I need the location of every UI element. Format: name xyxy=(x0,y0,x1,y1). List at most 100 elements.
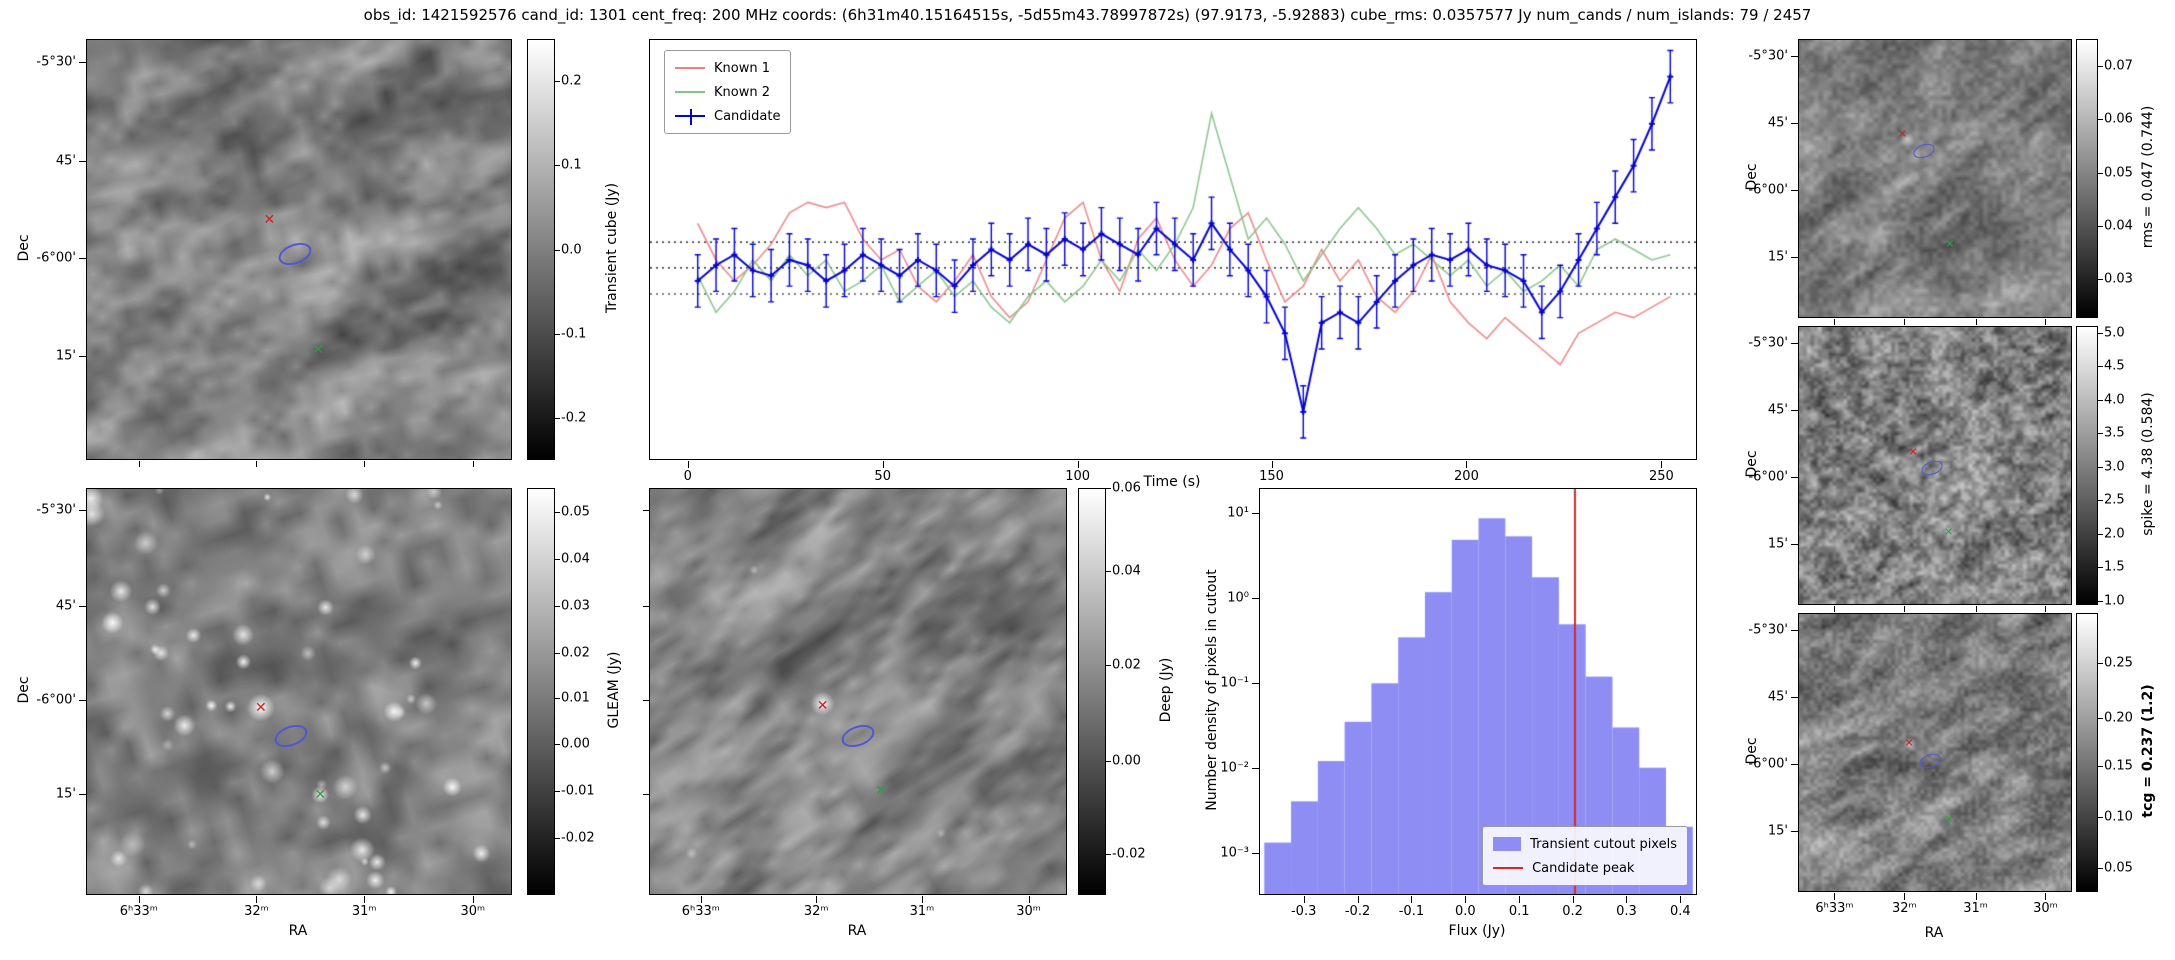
tcg-panel: ✕ ✕ xyxy=(1798,613,2072,892)
tick-mark xyxy=(2098,118,2103,120)
tick-mark xyxy=(364,461,366,467)
gleam-panel: ✕ ✕ xyxy=(86,488,512,895)
tick-label: 30ᵐ xyxy=(2033,901,2058,916)
tick-mark xyxy=(2098,600,2103,602)
known-source-x-marker: ✕ xyxy=(1943,525,1954,539)
tick-label: 45' xyxy=(1767,115,1788,131)
known1-line-sample xyxy=(675,67,705,69)
tick-mark xyxy=(1661,461,1663,468)
tick-mark xyxy=(1791,696,1798,698)
tick-label: 200 xyxy=(1454,469,1479,484)
tick-mark xyxy=(2098,278,2103,280)
tick-mark xyxy=(1904,893,1906,900)
tick-mark xyxy=(555,697,560,699)
tick-mark xyxy=(472,461,474,467)
colorbar-tick-label: 0.20 xyxy=(2104,710,2133,726)
candidate-x-marker: ✕ xyxy=(816,697,829,714)
colorbar-tick-label: 0.01 xyxy=(561,690,590,706)
tick-mark xyxy=(1466,461,1468,468)
figure-title: obs_id: 1421592576 cand_id: 1301 cent_fr… xyxy=(363,6,1812,24)
tick-mark xyxy=(1106,488,1111,489)
histogram-panel: Transient cutout pixels Candidate peak xyxy=(1259,488,1697,895)
tick-label: 10⁻² xyxy=(1220,760,1249,776)
tick-mark xyxy=(1357,896,1359,903)
tick-mark xyxy=(555,333,560,335)
legend-label-candidate-peak: Candidate peak xyxy=(1532,860,1635,876)
tick-mark xyxy=(1106,665,1111,667)
lightcurve-canvas xyxy=(650,40,1696,459)
tick-label: 31ᵐ xyxy=(909,904,935,919)
tick-mark xyxy=(1106,854,1111,856)
tick-mark xyxy=(2098,533,2103,535)
transient-image-canvas xyxy=(87,40,511,459)
tick-mark xyxy=(1791,763,1798,765)
tick-label: -5°30' xyxy=(1748,335,1788,351)
tick-mark xyxy=(138,461,140,467)
tick-mark xyxy=(256,461,258,467)
colorbar-tick-label: 1.0 xyxy=(2104,593,2125,609)
tick-label: 30ᵐ xyxy=(1016,904,1041,919)
tick-label: 32ᵐ xyxy=(803,904,829,919)
colorbar-tick-label: 0.05 xyxy=(2104,860,2133,876)
tick-label: -5°30' xyxy=(1748,48,1788,64)
tick-mark xyxy=(1077,461,1079,468)
tick-mark xyxy=(1465,896,1467,903)
colorbar-tick-label: 0.04 xyxy=(1112,563,1141,579)
tcg-colorbar-label: tcg = 0.237 (1.2) xyxy=(2140,684,2156,818)
colorbar-tick-label: 0.25 xyxy=(2104,655,2133,671)
tick-label: -5°30' xyxy=(1748,622,1788,638)
tick-mark xyxy=(79,257,86,259)
legend-row-cutout-pixels: Transient cutout pixels xyxy=(1493,832,1677,856)
tick-mark xyxy=(1791,189,1798,191)
tick-mark xyxy=(643,606,649,608)
known-source-x-marker: ✕ xyxy=(1943,812,1954,826)
candidate-x-marker: ✕ xyxy=(1908,445,1918,459)
tick-mark xyxy=(79,794,86,796)
tick-mark xyxy=(79,606,86,608)
known-source-x-marker: ✕ xyxy=(1945,237,1955,251)
tick-mark xyxy=(1975,893,1977,900)
gleam-image-canvas xyxy=(87,489,511,894)
legend-row-candidate: Candidate xyxy=(675,104,780,128)
gleam-colorbar xyxy=(527,488,555,895)
tick-label: 100 xyxy=(1065,469,1091,484)
tick-label: 6ʰ33ᵐ xyxy=(681,904,720,919)
transient-colorbar-label: Transient cube (Jy) xyxy=(604,182,620,314)
tick-mark xyxy=(256,896,258,903)
tick-mark xyxy=(2045,319,2047,325)
tick-mark xyxy=(364,896,366,903)
tick-mark xyxy=(1626,896,1628,903)
legend-label-known2: Known 2 xyxy=(714,84,770,100)
tick-mark xyxy=(555,838,560,840)
colorbar-tick-label: 0.03 xyxy=(2104,271,2133,287)
tick-label: -0.2 xyxy=(1344,904,1371,919)
tick-label: -6°00' xyxy=(36,250,76,266)
tick-mark xyxy=(2098,567,2103,569)
tick-mark xyxy=(2098,433,2103,435)
rms-colorbar-label: rms = 0.047 (0.744) xyxy=(2140,105,2156,249)
known-source-x-marker: ✕ xyxy=(314,786,327,803)
rms-image-canvas xyxy=(1799,40,2071,317)
tick-mark xyxy=(921,896,923,903)
tick-mark xyxy=(79,62,86,64)
tick-label: -0.1 xyxy=(1398,904,1425,919)
colorbar-tick-label: 1.5 xyxy=(2104,559,2125,575)
colorbar-tick-label: 0.10 xyxy=(2104,809,2133,825)
tick-mark xyxy=(882,461,884,468)
tick-label: -0.3 xyxy=(1290,904,1317,919)
tick-mark xyxy=(2045,606,2047,612)
known-source-x-marker: ✕ xyxy=(312,342,324,359)
rms-colorbar xyxy=(2076,39,2098,318)
tick-mark xyxy=(2098,500,2103,502)
tick-mark xyxy=(2098,332,2103,334)
tick-label: 0.0 xyxy=(1454,904,1476,919)
colorbar-tick-label: 4.5 xyxy=(2104,358,2125,374)
tick-mark xyxy=(1680,896,1682,903)
tick-mark xyxy=(1904,606,1906,612)
colorbar-tick-label: -0.2 xyxy=(561,410,587,426)
tick-mark xyxy=(2098,366,2103,368)
tick-mark xyxy=(1271,461,1273,468)
tick-label: 15' xyxy=(55,786,76,802)
gleam-colorbar-label: GLEAM (Jy) xyxy=(606,651,622,729)
tick-label: -6°00' xyxy=(1748,756,1788,772)
